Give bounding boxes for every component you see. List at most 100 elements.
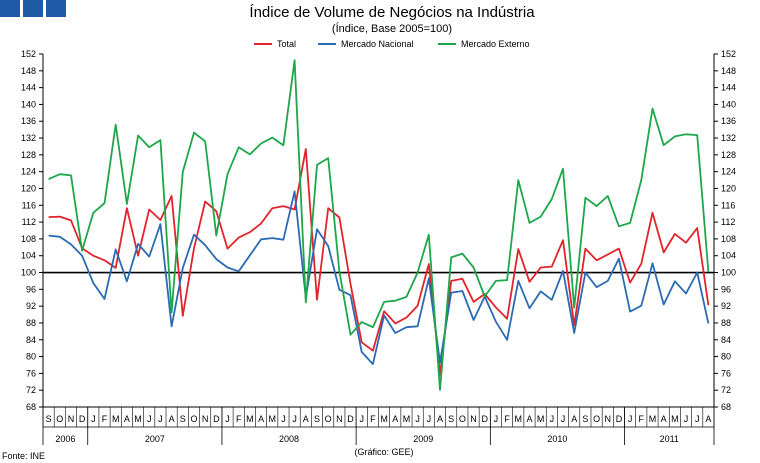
month-label: M [246,414,254,424]
year-label: 2007 [145,434,165,444]
y-tick-label-left: 144 [21,83,36,93]
y-tick-label-right: 132 [721,133,736,143]
y-tick-label-left: 136 [21,116,36,126]
y-tick-label-right: 96 [721,284,731,294]
y-tick-label-right: 120 [721,183,736,193]
month-label: S [180,414,186,424]
month-label: D [213,414,220,424]
month-label: J [147,414,152,424]
y-tick-label-left: 68 [26,402,36,412]
brand-logo [0,0,66,17]
month-label: J [494,414,499,424]
month-label: J [225,414,230,424]
y-tick-label-left: 100 [21,268,36,278]
month-label: J [550,414,555,424]
month-label: A [526,414,532,424]
month-label: A [258,414,264,424]
series-line-mercado-nacional [48,190,710,366]
month-label: N [336,414,343,424]
month-label: F [236,414,242,424]
y-tick-label-right: 152 [721,49,736,59]
month-label: J [695,414,700,424]
month-label: N [202,414,209,424]
month-label: A [437,414,443,424]
year-label: 2008 [279,434,299,444]
month-label: M [134,414,142,424]
legend: Total Mercado Nacional Mercado Externo [254,39,530,49]
month-label: J [427,414,432,424]
month-label: A [705,414,711,424]
year-label: 2010 [547,434,567,444]
credit-note: (Gráfico: GEE) [354,447,413,457]
y-tick-label-right: 148 [721,66,736,76]
year-label: 2009 [413,434,433,444]
y-tick-label-left: 84 [26,335,36,345]
y-tick-label-left: 104 [21,251,36,261]
month-label: N [470,414,477,424]
month-label: D [616,414,623,424]
y-tick-label-left: 112 [22,217,36,227]
month-label: N [68,414,75,424]
month-label: A [303,414,309,424]
y-tick-label-left: 128 [21,150,36,160]
month-label: O [459,414,466,424]
month-label: F [370,414,376,424]
chart-subtitle: (Índice, Base 2005=100) [332,22,452,35]
month-label: M [537,414,545,424]
month-label: M [649,414,657,424]
month-label: J [415,414,420,424]
y-tick-label-right: 68 [721,402,731,412]
series-group [48,59,710,391]
y-axis-right: 68 72 76 80 84 88 92 96 100 104 108 112 116 120 124 128… [713,49,736,412]
y-tick-label-right: 76 [721,368,731,378]
y-tick-label-right: 136 [721,116,736,126]
logo-square-3 [46,0,66,17]
y-tick-label-left: 76 [26,368,36,378]
month-label: S [448,414,454,424]
month-label: F [102,414,108,424]
month-label: N [605,414,612,424]
year-label: 2006 [55,434,75,444]
month-label: M [671,414,679,424]
y-tick-label-left: 72 [26,385,36,395]
y-tick-label-left: 140 [21,99,36,109]
month-label: O [325,414,332,424]
chart-title: Índice de Volume de Negócios na Indústri… [249,4,535,21]
month-label: S [582,414,588,424]
month-label: J [281,414,286,424]
month-label: A [392,414,398,424]
month-label: F [504,414,510,424]
y-tick-label-right: 84 [721,335,731,345]
y-tick-label-right: 128 [721,150,736,160]
y-tick-label-right: 88 [721,318,731,328]
year-label: 2011 [660,434,679,444]
month-label: M [380,414,388,424]
month-label: J [359,414,364,424]
legend-label-mercado-externo: Mercado Externo [461,39,530,49]
y-tick-label-right: 72 [721,385,731,395]
y-tick-label-left: 124 [21,167,36,177]
month-label: J [561,414,566,424]
month-label: J [628,414,633,424]
y-tick-label-right: 104 [721,251,736,261]
month-label: A [571,414,577,424]
y-tick-label-right: 108 [721,234,736,244]
month-label: J [684,414,689,424]
y-tick-label-right: 112 [721,217,735,227]
month-label: A [124,414,130,424]
y-tick-label-left: 148 [21,66,36,76]
y-tick-label-right: 124 [721,167,736,177]
y-tick-label-right: 92 [721,301,731,311]
month-label: D [347,414,354,424]
y-tick-label-right: 144 [721,83,736,93]
legend-label-mercado-nacional: Mercado Nacional [341,39,414,49]
logo-square-2 [23,0,43,17]
y-tick-label-right: 100 [721,268,736,278]
month-label: O [56,414,63,424]
month-label: M [515,414,523,424]
month-label: D [481,414,488,424]
y-tick-label-right: 116 [721,200,735,210]
month-label: S [46,414,52,424]
month-label: F [639,414,645,424]
